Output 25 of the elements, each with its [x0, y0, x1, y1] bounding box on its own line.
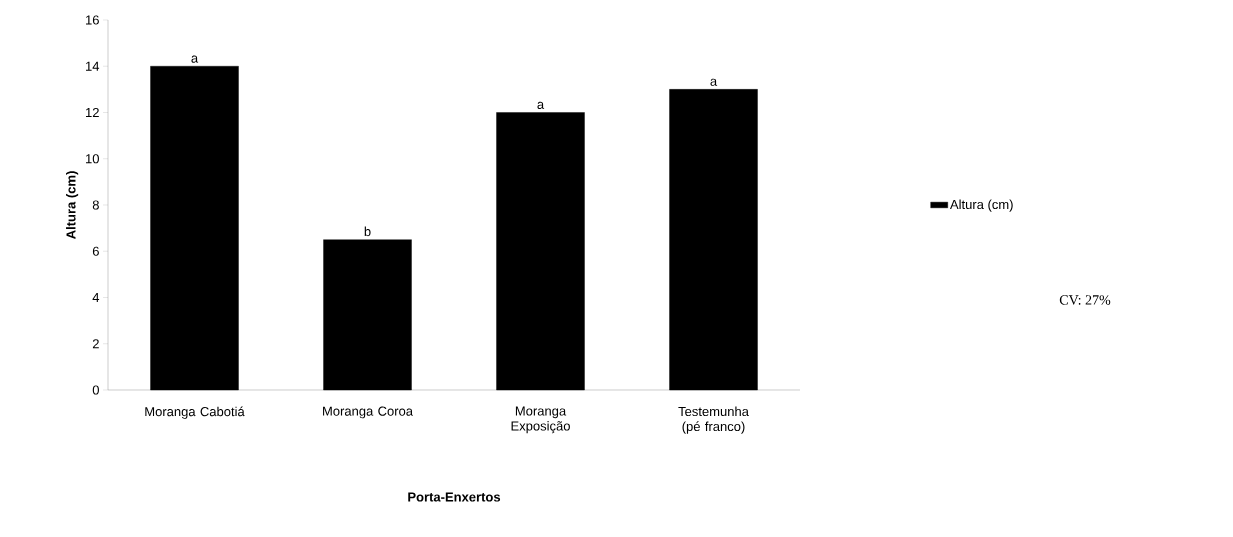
- text: CV: 27%: [1059, 295, 1111, 305]
- y-axis-title: Altura (cm): [66, 171, 79, 239]
- y-tick-label: 8: [92, 200, 99, 210]
- y-tick-label: 6: [92, 246, 99, 256]
- annotation: a: [537, 101, 545, 109]
- y-tick-label: 10: [86, 154, 99, 164]
- x-tick-label: Moranga Coroa: [323, 406, 414, 419]
- y-tick-label: 12: [86, 107, 99, 118]
- annotation: a: [191, 55, 199, 63]
- bar: [323, 239, 412, 391]
- bar: [150, 66, 239, 391]
- y-tick-label: 2: [92, 339, 99, 349]
- bar: [496, 112, 585, 391]
- x-tick-label: Testemunha (pé franco): [678, 406, 749, 434]
- x-tick-label: Moranga Cabotiá: [145, 406, 245, 419]
- annotation: a: [710, 78, 718, 86]
- x-tick-label: Moranga Exposição: [511, 406, 570, 434]
- bar: [669, 89, 758, 391]
- annotation: b: [364, 226, 371, 237]
- legend-label: Altura (cm): [949, 199, 1013, 212]
- x-axis-title: Porta-Enxertos: [408, 492, 501, 502]
- y-tick-label: 0: [92, 385, 99, 395]
- y-tick-label: 14: [86, 61, 100, 71]
- y-tick-label: 4: [92, 293, 100, 302]
- y-tick-label: 16: [86, 15, 99, 25]
